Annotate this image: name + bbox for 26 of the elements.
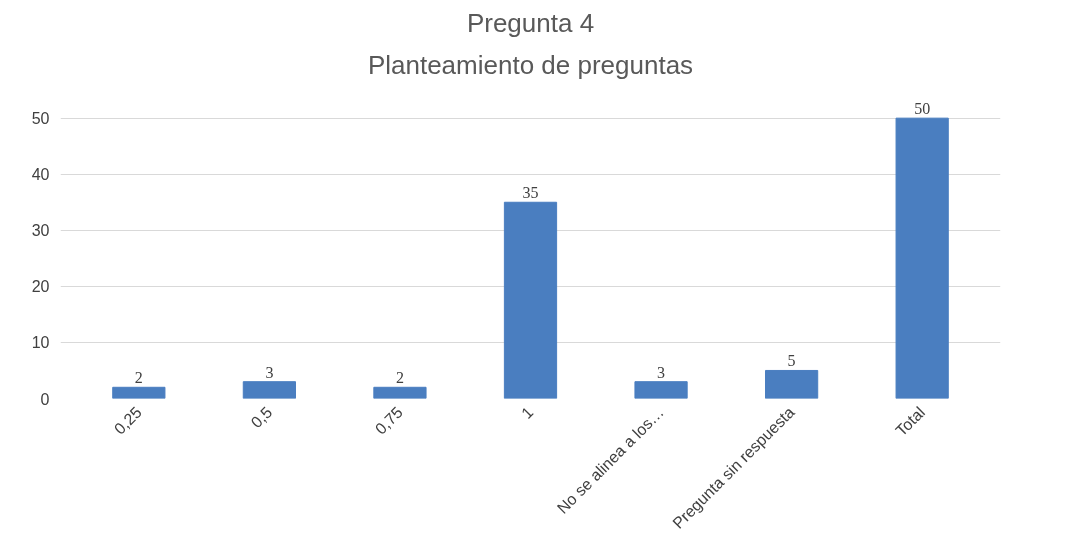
x-tick-label: 0,25 (110, 403, 145, 438)
y-tick-label: 50 (31, 110, 50, 128)
bar (242, 381, 296, 399)
bar (112, 386, 166, 399)
data-label: 3 (657, 363, 666, 381)
y-tick-label: 10 (31, 334, 50, 352)
data-label: 5 (787, 352, 796, 370)
bar (503, 201, 558, 399)
bar (895, 117, 949, 399)
x-tick-label: 1 (518, 403, 537, 422)
chart-title: Pregunta 4 (466, 7, 595, 38)
chart-subtitle: Planteamiento de preguntas (367, 49, 694, 80)
data-label: 50 (914, 100, 931, 118)
data-label: 35 (522, 184, 539, 202)
y-tick-label: 20 (31, 278, 50, 296)
x-tick-label: 0,5 (247, 403, 276, 432)
data-label: 3 (265, 363, 274, 381)
y-tick-label: 0 (40, 390, 50, 408)
bar (634, 381, 688, 399)
bar (373, 386, 427, 399)
x-tick-label: 0,75 (371, 403, 407, 438)
data-label: 2 (395, 369, 404, 387)
y-tick-label: 40 (31, 166, 50, 184)
bar (765, 369, 819, 399)
y-tick-label: 30 (31, 222, 50, 240)
data-label: 2 (134, 369, 143, 387)
